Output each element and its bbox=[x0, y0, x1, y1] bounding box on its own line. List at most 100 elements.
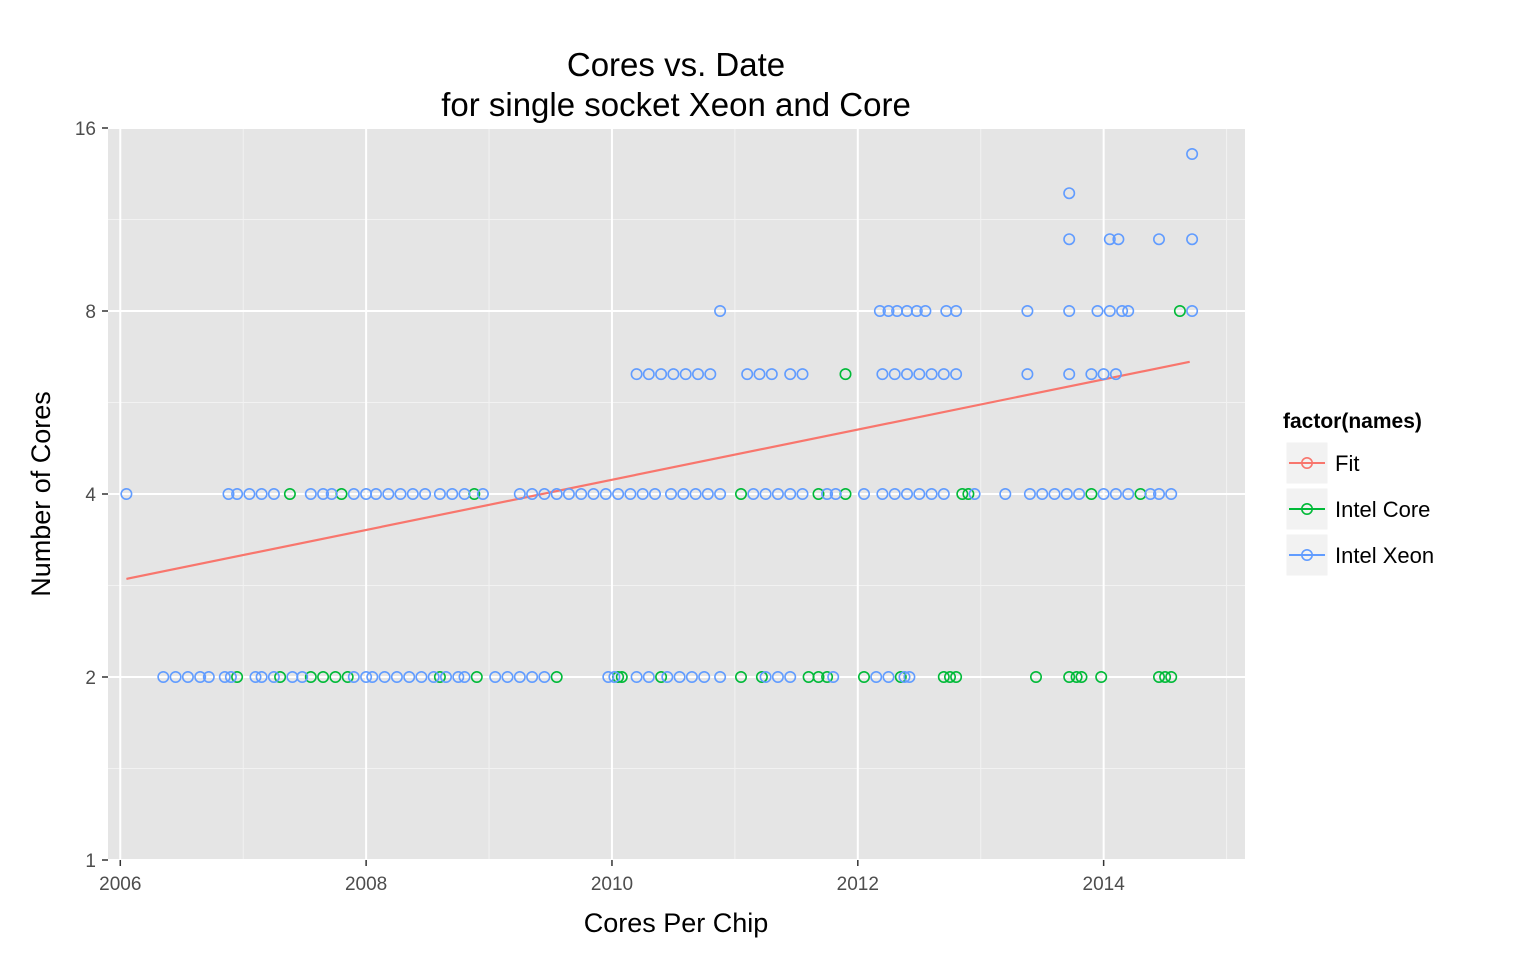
intel-xeon-point bbox=[759, 487, 772, 500]
intel-xeon-point bbox=[1122, 304, 1135, 317]
intel-core-point bbox=[329, 670, 342, 683]
intel-xeon-point bbox=[526, 670, 539, 683]
intel-xeon-point bbox=[347, 670, 360, 683]
intel-xeon-point bbox=[655, 368, 668, 381]
intel-xeon-point bbox=[1153, 233, 1166, 246]
intel-xeon-point bbox=[765, 368, 778, 381]
intel-xeon-point bbox=[741, 368, 754, 381]
intel-xeon-point bbox=[1112, 233, 1125, 246]
x-tick-label: 2012 bbox=[837, 874, 879, 895]
intel-xeon-point bbox=[255, 487, 268, 500]
intel-core-point bbox=[812, 487, 825, 500]
points-layer bbox=[120, 148, 1199, 683]
intel-xeon-point bbox=[224, 670, 237, 683]
intel-xeon-point bbox=[1103, 233, 1116, 246]
intel-xeon-point bbox=[222, 487, 235, 500]
intel-xeon-point bbox=[267, 670, 280, 683]
intel-xeon-point bbox=[664, 487, 677, 500]
intel-xeon-point bbox=[458, 487, 471, 500]
intel-xeon-point bbox=[704, 368, 717, 381]
intel-xeon-point bbox=[513, 670, 526, 683]
intel-xeon-point bbox=[169, 670, 182, 683]
intel-core-point bbox=[1153, 670, 1166, 683]
intel-core-point bbox=[274, 670, 287, 683]
intel-xeon-point bbox=[433, 487, 446, 500]
y-tick-label: 1 bbox=[85, 851, 96, 872]
intel-xeon-point bbox=[1186, 233, 1199, 246]
intel-xeon-point bbox=[636, 487, 649, 500]
intel-xeon-point bbox=[882, 304, 895, 317]
intel-xeon-point bbox=[1186, 148, 1199, 161]
intel-xeon-point bbox=[888, 368, 901, 381]
intel-xeon-point bbox=[1063, 304, 1076, 317]
intel-core-point bbox=[821, 670, 834, 683]
intel-core-point bbox=[615, 670, 628, 683]
intel-xeon-point bbox=[1091, 304, 1104, 317]
intel-xeon-point bbox=[827, 670, 840, 683]
intel-xeon-point bbox=[538, 670, 551, 683]
intel-xeon-point bbox=[876, 487, 889, 500]
intel-xeon-point bbox=[1165, 487, 1178, 500]
intel-xeon-point bbox=[602, 670, 615, 683]
intel-xeon-point bbox=[1021, 304, 1034, 317]
intel-xeon-point bbox=[1060, 487, 1073, 500]
intel-xeon-point bbox=[612, 487, 625, 500]
intel-xeon-point bbox=[648, 487, 661, 500]
y-axis-title: Number of Cores bbox=[26, 391, 56, 597]
intel-xeon-point bbox=[747, 487, 760, 500]
intel-xeon-point bbox=[1063, 368, 1076, 381]
x-tick-label: 2006 bbox=[99, 874, 141, 895]
intel-xeon-point bbox=[630, 670, 643, 683]
intel-xeon-point bbox=[771, 487, 784, 500]
intel-xeon-point bbox=[829, 487, 842, 500]
intel-core-point bbox=[857, 670, 870, 683]
intel-xeon-point bbox=[1063, 187, 1076, 200]
intel-xeon-point bbox=[538, 487, 551, 500]
intel-xeon-point bbox=[439, 670, 452, 683]
intel-xeon-point bbox=[1109, 487, 1122, 500]
intel-xeon-point bbox=[1036, 487, 1049, 500]
y-tick-label: 2 bbox=[85, 668, 96, 689]
intel-xeon-point bbox=[1153, 487, 1166, 500]
intel-core-point bbox=[734, 487, 747, 500]
intel-xeon-point bbox=[181, 670, 194, 683]
intel-xeon-point bbox=[679, 368, 692, 381]
legend-entries: Fit Intel Core Intel Xeon bbox=[1285, 441, 1434, 577]
y-tick-label: 16 bbox=[75, 119, 96, 140]
intel-core-point bbox=[231, 670, 244, 683]
intel-xeon-point bbox=[1103, 304, 1116, 317]
intel-xeon-point bbox=[796, 487, 809, 500]
intel-xeon-point bbox=[1144, 487, 1157, 500]
intel-xeon-point bbox=[1116, 304, 1129, 317]
intel-xeon-point bbox=[1122, 487, 1135, 500]
intel-xeon-point bbox=[1085, 368, 1098, 381]
intel-xeon-point bbox=[759, 670, 772, 683]
intel-xeon-point bbox=[925, 487, 938, 500]
intel-core-point bbox=[304, 670, 317, 683]
intel-xeon-point bbox=[550, 487, 563, 500]
intel-xeon-point bbox=[876, 368, 889, 381]
intel-xeon-point bbox=[714, 487, 727, 500]
intel-xeon-point bbox=[419, 487, 432, 500]
intel-core-point bbox=[1095, 670, 1108, 683]
intel-xeon-point bbox=[753, 368, 766, 381]
intel-xeon-point bbox=[900, 487, 913, 500]
intel-xeon-point bbox=[771, 670, 784, 683]
chart-title-line-2: for single socket Xeon and Core bbox=[441, 86, 911, 123]
intel-xeon-point bbox=[685, 670, 698, 683]
intel-xeon-point bbox=[913, 368, 926, 381]
intel-xeon-point bbox=[642, 368, 655, 381]
intel-core-point bbox=[550, 670, 563, 683]
intel-core-point bbox=[943, 670, 956, 683]
intel-xeon-point bbox=[624, 487, 637, 500]
intel-xeon-point bbox=[661, 670, 674, 683]
intel-core-point bbox=[283, 487, 296, 500]
intel-xeon-point bbox=[347, 487, 360, 500]
intel-core-point bbox=[1063, 670, 1076, 683]
y-tick-label: 8 bbox=[85, 302, 96, 323]
intel-xeon-point bbox=[857, 487, 870, 500]
intel-xeon-point bbox=[796, 368, 809, 381]
intel-xeon-point bbox=[888, 487, 901, 500]
intel-xeon-point bbox=[1063, 233, 1076, 246]
